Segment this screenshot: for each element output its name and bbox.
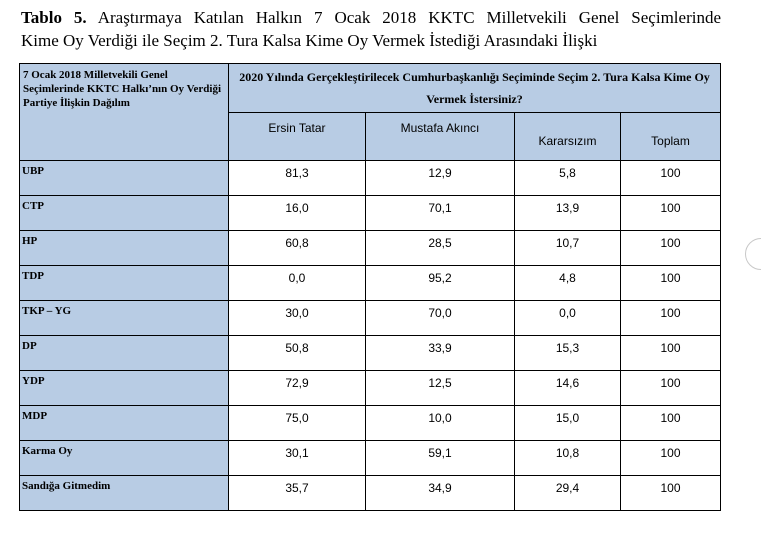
table-caption: Tablo 5. Araştırmaya Katılan Halkın 7 Oc…: [21, 6, 721, 52]
cell-value: 28,5: [365, 230, 515, 266]
row-label: Karma Oy: [19, 440, 229, 476]
cell-value: 15,3: [514, 335, 621, 371]
column-header-ersin-tatar: Ersin Tatar: [228, 112, 366, 161]
cell-value: 100: [620, 265, 721, 301]
cell-value: 4,8: [514, 265, 621, 301]
column-header-mustafa-akinci: Mustafa Akıncı: [365, 112, 515, 161]
cell-value: 81,3: [228, 160, 366, 196]
caption-line-2: Kime Oy Verdiği ile Seçim 2. Tura Kalsa …: [21, 31, 598, 50]
cell-value: 5,8: [514, 160, 621, 196]
table-row: Sandığa Gitmedim 35,7 34,9 29,4 100: [19, 475, 721, 511]
table-row: TDP 0,0 95,2 4,8 100: [19, 265, 721, 301]
row-header-title: 7 Ocak 2018 Milletvekili Genel Seçimleri…: [19, 63, 229, 161]
cell-value: 100: [620, 405, 721, 441]
table-row: HP 60,8 28,5 10,7 100: [19, 230, 721, 266]
cell-value: 100: [620, 160, 721, 196]
table-row: Karma Oy 30,1 59,1 10,8 100: [19, 440, 721, 476]
cell-value: 29,4: [514, 475, 621, 511]
table-row: CTP 16,0 70,1 13,9 100: [19, 195, 721, 231]
cell-value: 100: [620, 370, 721, 406]
column-header-toplam: Toplam: [620, 112, 721, 161]
cell-value: 70,1: [365, 195, 515, 231]
row-label: HP: [19, 230, 229, 266]
cell-value: 33,9: [365, 335, 515, 371]
cell-value: 15,0: [514, 405, 621, 441]
cell-value: 10,8: [514, 440, 621, 476]
table-body: UBP 81,3 12,9 5,8 100 CTP 16,0 70,1 13,9 100 HP 60,…: [19, 160, 721, 511]
table-row: TKP – YG 30,0 70,0 0,0 100: [19, 300, 721, 336]
row-label: TKP – YG: [19, 300, 229, 336]
row-label: Sandığa Gitmedim: [19, 475, 229, 511]
caption-label: Tablo 5.: [21, 8, 87, 27]
table-row: DP 50,8 33,9 15,3 100: [19, 335, 721, 371]
page-nav-circle[interactable]: [745, 238, 761, 270]
cell-value: 95,2: [365, 265, 515, 301]
cell-value: 30,1: [228, 440, 366, 476]
row-label: MDP: [19, 405, 229, 441]
column-header-kararsizim: Kararsızım: [514, 112, 621, 161]
caption-text-1: Araştırmaya Katılan Halkın 7 Ocak 2018 K…: [97, 8, 721, 27]
row-label: TDP: [19, 265, 229, 301]
cell-value: 100: [620, 230, 721, 266]
cell-value: 10,7: [514, 230, 621, 266]
table-row: UBP 81,3 12,9 5,8 100: [19, 160, 721, 196]
cell-value: 100: [620, 440, 721, 476]
cell-value: 100: [620, 300, 721, 336]
cell-value: 34,9: [365, 475, 515, 511]
cell-value: 14,6: [514, 370, 621, 406]
cell-value: 10,0: [365, 405, 515, 441]
row-label: DP: [19, 335, 229, 371]
cell-value: 59,1: [365, 440, 515, 476]
cell-value: 100: [620, 475, 721, 511]
data-table: 7 Ocak 2018 Milletvekili Genel Seçimleri…: [19, 63, 721, 511]
row-label: YDP: [19, 370, 229, 406]
cell-value: 35,7: [228, 475, 366, 511]
cell-value: 12,9: [365, 160, 515, 196]
cell-value: 16,0: [228, 195, 366, 231]
caption-line-1: Tablo 5. Araştırmaya Katılan Halkın 7 Oc…: [21, 6, 721, 29]
cell-value: 100: [620, 335, 721, 371]
cell-value: 30,0: [228, 300, 366, 336]
cell-value: 12,5: [365, 370, 515, 406]
table-row: MDP 75,0 10,0 15,0 100: [19, 405, 721, 441]
row-label: CTP: [19, 195, 229, 231]
cell-value: 70,0: [365, 300, 515, 336]
cell-value: 100: [620, 195, 721, 231]
cell-value: 0,0: [228, 265, 366, 301]
cell-value: 72,9: [228, 370, 366, 406]
row-label: UBP: [19, 160, 229, 196]
cell-value: 60,8: [228, 230, 366, 266]
cell-value: 50,8: [228, 335, 366, 371]
cell-value: 0,0: [514, 300, 621, 336]
cell-value: 75,0: [228, 405, 366, 441]
table-row: YDP 72,9 12,5 14,6 100: [19, 370, 721, 406]
cell-value: 13,9: [514, 195, 621, 231]
column-group-header: 2020 Yılında Gerçekleştirilecek Cumhurba…: [228, 63, 721, 113]
